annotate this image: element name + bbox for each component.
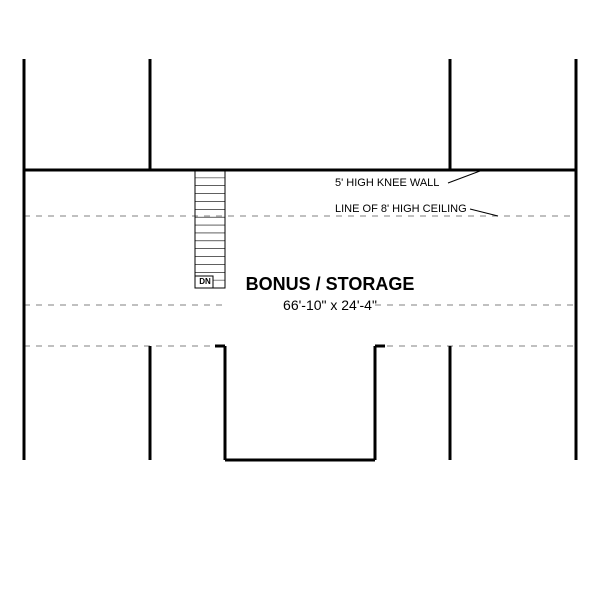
- leader-knee-wall: [448, 171, 480, 183]
- leader-ceiling: [470, 209, 498, 216]
- stair-direction-label: DN: [199, 277, 211, 286]
- floor-plan: BONUS / STORAGE 66'-10" x 24'-4" 5' HIGH K…: [0, 0, 600, 600]
- stair-outline: [195, 170, 225, 288]
- room-title: BONUS / STORAGE: [246, 274, 415, 294]
- room-dimensions: 66'-10" x 24'-4": [283, 297, 377, 313]
- note-ceiling: LINE OF 8' HIGH CEILING: [335, 203, 467, 215]
- note-knee-wall: 5' HIGH KNEE WALL: [335, 177, 439, 189]
